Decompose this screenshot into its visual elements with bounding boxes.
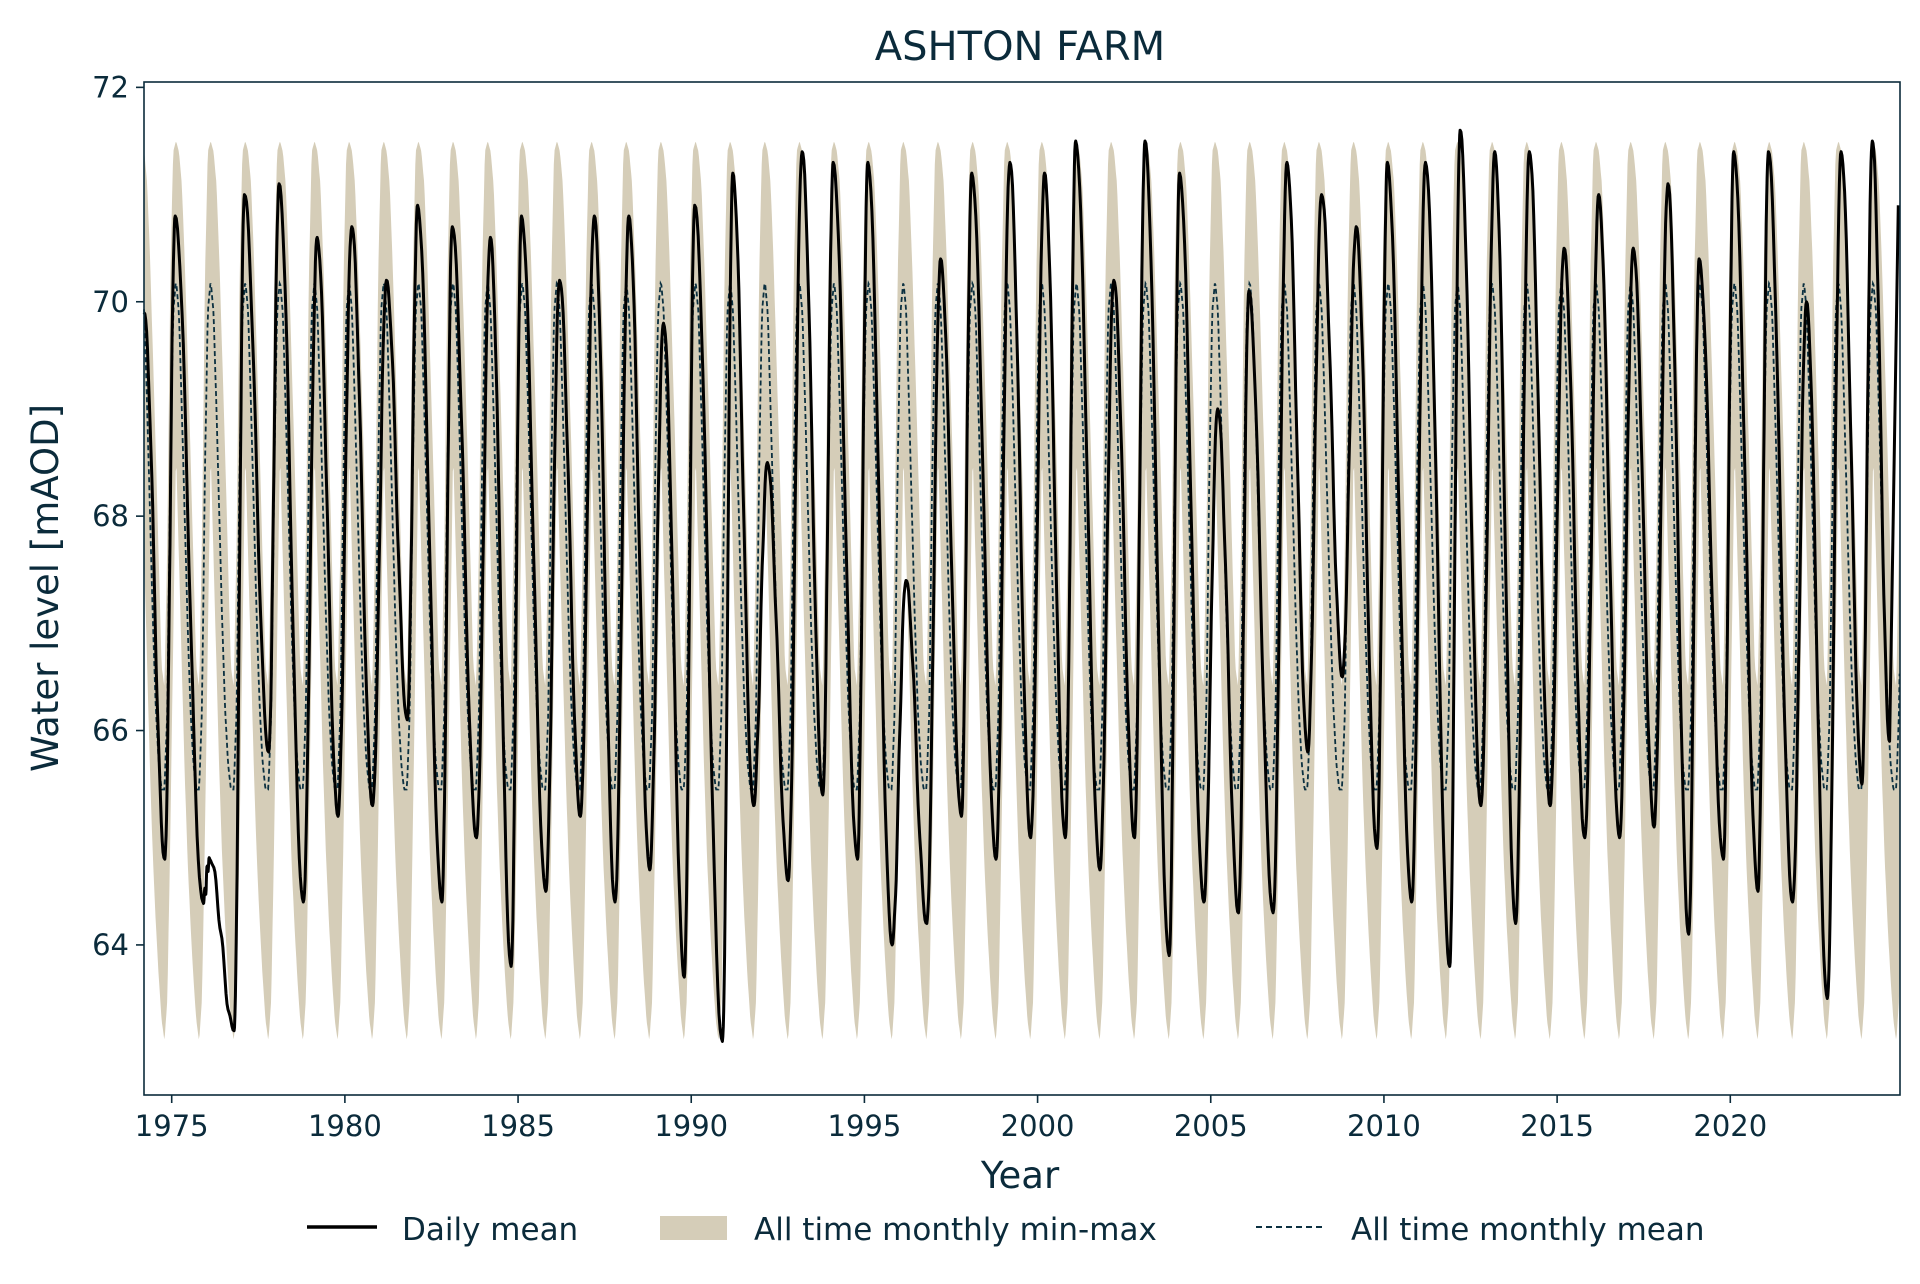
x-axis-ticks: 1975 1980 1985 1990 1995 2000 2005 2010 2015 2020 — [135, 1095, 1767, 1143]
plot-frame — [143, 81, 1901, 1096]
y-tick-label: 64 — [92, 928, 129, 962]
daily-mean-line-layer — [142, 128, 1900, 1043]
x-tick-label: 2000 — [1001, 1109, 1075, 1143]
y-tick-label: 66 — [92, 714, 129, 748]
x-tick-label: 1980 — [308, 1109, 382, 1143]
legend-monthly-mean-label: All time monthly mean — [1351, 1212, 1705, 1248]
x-tick-label: 1990 — [654, 1109, 728, 1143]
daily-mean-line — [142, 128, 1900, 1043]
monthly-mean-line — [143, 279, 1901, 791]
x-tick-label: 1975 — [135, 1109, 209, 1143]
x-tick-label: 2015 — [1520, 1109, 1594, 1143]
x-tick-label: 2005 — [1174, 1109, 1248, 1143]
x-axis-label: Year — [980, 1154, 1060, 1197]
legend-min-max-label: All time monthly min-max — [754, 1212, 1157, 1248]
x-tick-label: 1995 — [828, 1109, 902, 1143]
y-tick-label: 68 — [92, 499, 129, 533]
y-axis-label: Water level [mAOD] — [24, 404, 67, 772]
chart-title: ASHTON FARM — [875, 24, 1165, 70]
monthly-mean-line-layer — [143, 279, 1901, 791]
y-tick-label: 72 — [92, 70, 129, 104]
x-tick-label: 2010 — [1347, 1109, 1421, 1143]
y-tick-label: 70 — [92, 285, 129, 319]
legend-daily-mean-label: Daily mean — [402, 1212, 578, 1248]
x-tick-label: 2020 — [1693, 1109, 1767, 1143]
legend-min-max-swatch — [660, 1216, 727, 1240]
y-axis-ticks: 64 66 68 70 72 — [92, 70, 144, 962]
x-tick-label: 1985 — [481, 1109, 555, 1143]
legend: Daily mean All time monthly min-max All … — [307, 1212, 1705, 1248]
